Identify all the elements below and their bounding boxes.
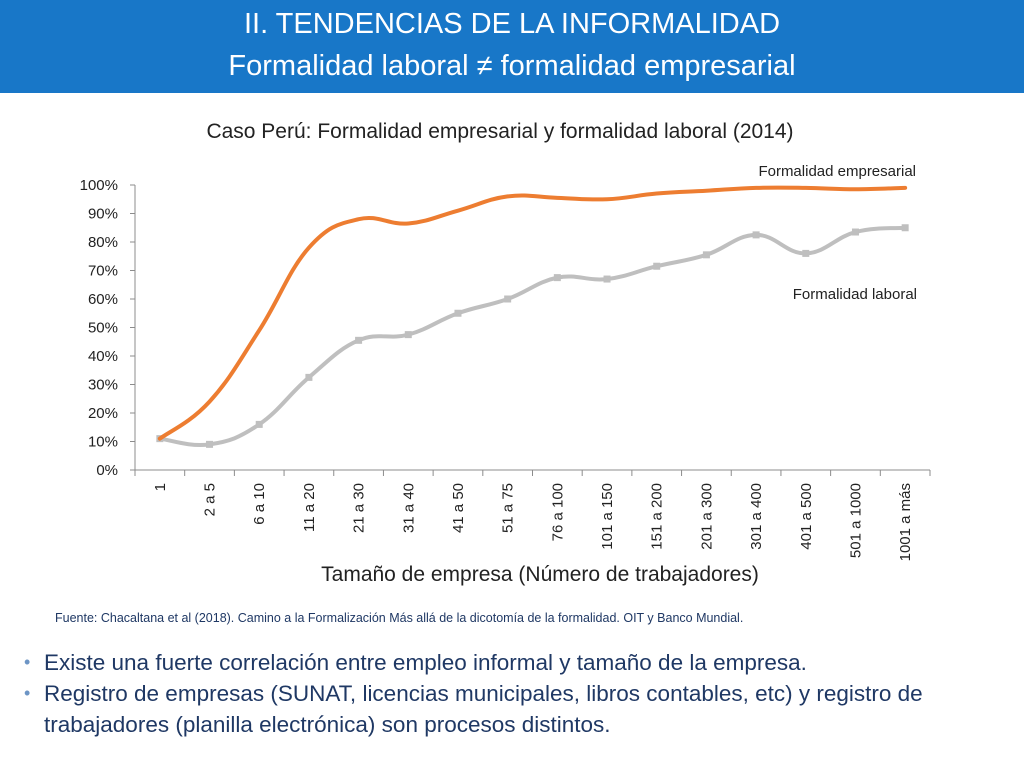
x-tick-label: 51 a 75 — [500, 483, 517, 533]
y-tick-label: 60% — [88, 291, 118, 308]
y-tick-label: 100% — [80, 177, 118, 194]
line-chart: 0% 10% 20% 30% 40% 50% 60% 70% 80% 90% 100% 1 2 a 5… — [80, 163, 931, 561]
series-label-empresarial: Formalidad empresarial — [758, 163, 916, 180]
data-point — [404, 331, 412, 339]
chart-title: Caso Perú: Formalidad empresarial y form… — [206, 120, 794, 143]
x-tick-label: 1 — [152, 483, 169, 491]
x-tick-label: 1001 a más — [897, 483, 914, 561]
data-point — [901, 224, 909, 232]
y-tick-label: 50% — [88, 320, 118, 337]
x-tick-label: 11 a 20 — [301, 483, 318, 532]
bullet-text: Registro de empresas (SUNAT, licencias m… — [44, 681, 923, 737]
slide-header: II. TENDENCIAS DE LA INFORMALIDAD Formal… — [0, 0, 1024, 93]
y-tick-label: 80% — [88, 234, 118, 251]
x-tick-label: 101 a 150 — [599, 483, 616, 550]
y-tick-label: 20% — [88, 405, 118, 422]
y-tick-label: 90% — [88, 206, 118, 223]
slide-subtitle: Formalidad laboral ≠ formalidad empresar… — [228, 50, 796, 82]
x-tick-label: 401 a 500 — [798, 483, 815, 550]
x-axis-label: Tamaño de empresa (Número de trabajadore… — [321, 563, 759, 586]
x-tick-label: 6 a 10 — [251, 483, 268, 525]
bullet-list: • Existe una fuerte correlación entre emp… — [22, 647, 1012, 740]
data-point — [702, 251, 710, 259]
slide-title: II. TENDENCIAS DE LA INFORMALIDAD — [243, 8, 781, 40]
y-tick-label: 0% — [96, 462, 118, 479]
y-tick-label: 10% — [88, 434, 118, 451]
bullet-text: Existe una fuerte correlación entre empl… — [44, 650, 807, 675]
y-tick-label: 70% — [88, 263, 118, 280]
data-point — [305, 373, 313, 381]
data-point — [802, 249, 810, 257]
x-tick-label: 76 a 100 — [549, 483, 566, 541]
bullet-dot-icon: • — [24, 652, 31, 672]
series-label-laboral: Formalidad laboral — [793, 286, 917, 303]
bullet-dot-icon: • — [24, 683, 31, 703]
x-tick-label: 301 a 400 — [748, 483, 765, 550]
data-point — [752, 231, 760, 239]
x-tick-label: 501 a 1000 — [847, 483, 864, 558]
data-point — [603, 275, 611, 283]
source-note: Fuente: Chacaltana et al (2018). Camino … — [55, 611, 744, 625]
data-point — [504, 295, 512, 303]
x-tick-label: 2 a 5 — [202, 483, 219, 516]
data-point — [653, 262, 661, 270]
series-line-formalidad-empresarial — [157, 185, 908, 441]
bullet-item: • Registro de empresas (SUNAT, licencias … — [22, 678, 1012, 740]
x-tick-label: 41 a 50 — [450, 483, 467, 533]
data-point — [553, 274, 561, 282]
data-point — [851, 228, 859, 236]
data-point — [206, 440, 214, 448]
x-tick-label: 151 a 200 — [649, 483, 666, 550]
x-tick-label: 31 a 40 — [400, 483, 417, 533]
x-tick-label: 201 a 300 — [698, 483, 715, 550]
data-point — [255, 420, 263, 428]
y-tick-label: 30% — [88, 377, 118, 394]
series-line-formalidad-laboral — [157, 225, 908, 447]
x-tick-label: 21 a 30 — [351, 483, 368, 533]
y-tick-label: 40% — [88, 348, 118, 365]
data-point — [355, 336, 363, 344]
data-point — [454, 309, 462, 317]
bullet-item: • Existe una fuerte correlación entre emp… — [22, 647, 1012, 678]
